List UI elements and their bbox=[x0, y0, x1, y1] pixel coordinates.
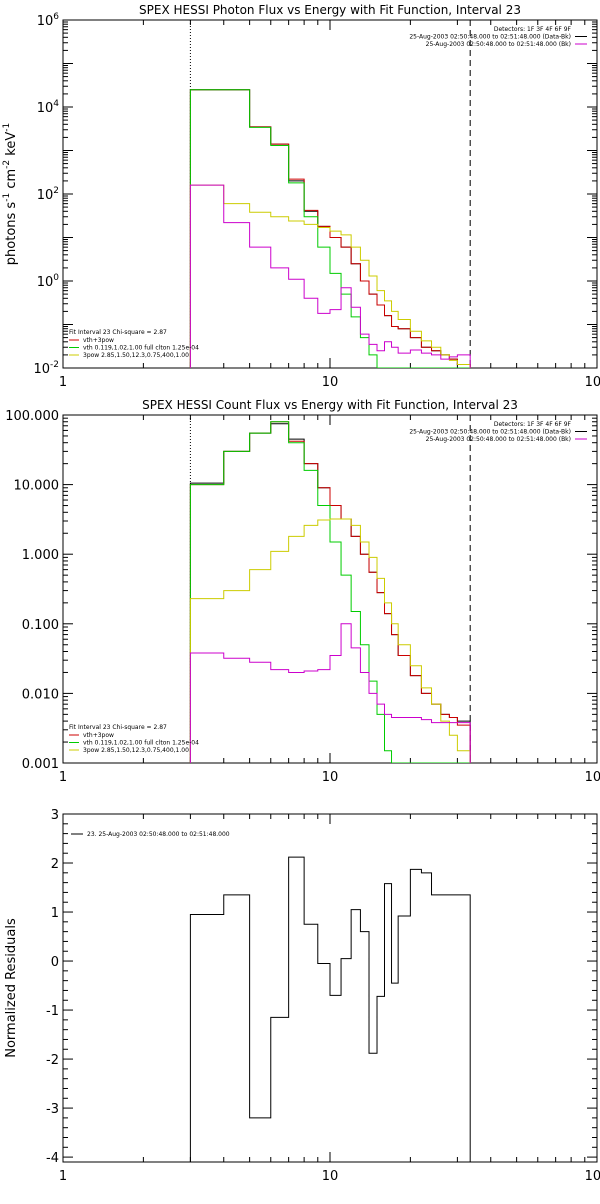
x-tick-label: 1 bbox=[59, 1169, 67, 1184]
x-tick-label: 100 bbox=[585, 375, 600, 390]
y-tick-label: 3 bbox=[51, 808, 59, 823]
series-4-line bbox=[189, 184, 471, 368]
y-tick-label: 2 bbox=[51, 857, 59, 872]
series-5-line bbox=[189, 623, 471, 763]
y-tick-label: -2 bbox=[46, 1053, 59, 1068]
info-text: 25-Aug-2003 02:50:48.000 to 02:51:48.000… bbox=[426, 436, 571, 443]
info-text: Detectors: 1F 3F 4F 6F 9F bbox=[494, 26, 572, 33]
plot-frame bbox=[62, 414, 598, 764]
y-tick-label: 0 bbox=[51, 955, 59, 970]
legend-label: 3pow 2.85,1.50,12.3,0.75,400,1.00 bbox=[83, 352, 189, 359]
series-3-line bbox=[189, 421, 471, 763]
y-tick-label: 102 bbox=[37, 186, 59, 203]
panel-2: SPEX HESSI Count Flux vs Energy with Fit… bbox=[5, 398, 600, 785]
plot-frame bbox=[62, 19, 598, 369]
chart-title: SPEX HESSI Count Flux vs Energy with Fit… bbox=[142, 398, 518, 412]
legend-header: Fit Interval 23 Chi-square = 2.87 bbox=[69, 329, 167, 336]
legend-label: 23. 25-Aug-2003 02:50:48.000 to 02:51:48… bbox=[87, 831, 230, 838]
y-axis-label: photons s-1 cm-2 keV-1 bbox=[2, 123, 19, 265]
info-text: 25-Aug-2003 02:50:48.000 to 02:51:48.000… bbox=[409, 34, 571, 41]
x-tick-label: 1 bbox=[59, 770, 67, 785]
y-tick-label: 100.000 bbox=[5, 409, 59, 424]
x-tick-label: 10 bbox=[322, 375, 339, 390]
x-tick-label: 10 bbox=[322, 770, 339, 785]
y-tick-label: 0.100 bbox=[22, 618, 59, 633]
legend-label: vth 0.119,1.02,1.00 full clton 1.25e-04 bbox=[83, 740, 199, 747]
y-tick-label: -3 bbox=[46, 1102, 59, 1117]
y-tick-label: 1 bbox=[51, 906, 59, 921]
series-group bbox=[189, 421, 471, 763]
y-tick-label: 10-2 bbox=[33, 360, 59, 377]
series-1-line bbox=[189, 423, 471, 763]
series-5-line bbox=[189, 184, 471, 368]
legend-label: vth 0.119,1.02,1.00 full clton 1.25e-04 bbox=[83, 345, 199, 352]
info-text: Detectors: 1F 3F 4F 6F 9F bbox=[494, 421, 572, 428]
info-text: 25-Aug-2003 02:50:48.000 to 02:51:48.000… bbox=[426, 41, 571, 48]
panel-1: SPEX HESSI Photon Flux vs Energy with Fi… bbox=[2, 3, 600, 390]
series-1-line bbox=[189, 856, 471, 1162]
series-2-line bbox=[189, 421, 471, 763]
series-group bbox=[189, 89, 471, 368]
y-tick-label: 0.010 bbox=[22, 687, 59, 702]
series-4-line bbox=[189, 518, 471, 763]
y-tick-label: 1.000 bbox=[22, 548, 59, 563]
panel-3: 1 10 100 -4 -3 -2 -1 0 1 2 3 Normalized Residuals 23… bbox=[4, 808, 600, 1184]
x-tick-label: 1 bbox=[59, 375, 67, 390]
y-axis-label: Normalized Residuals bbox=[4, 918, 19, 1058]
y-tick-label: 106 bbox=[37, 12, 60, 29]
legend-label: 3pow 2.85,1.50,12.3,0.75,400,1.00 bbox=[83, 747, 189, 754]
y-tick-label: 10.000 bbox=[14, 479, 60, 494]
y-tick-label: -4 bbox=[46, 1151, 59, 1166]
x-tick-label: 10 bbox=[322, 1169, 339, 1184]
chart-title: SPEX HESSI Photon Flux vs Energy with Fi… bbox=[139, 3, 521, 17]
y-tick-label: 104 bbox=[37, 99, 60, 116]
info-text: 25-Aug-2003 02:50:48.000 to 02:51:48.000… bbox=[409, 429, 571, 436]
series-group bbox=[189, 856, 471, 1162]
x-tick-label: 100 bbox=[585, 770, 600, 785]
y-tick-label: 0.001 bbox=[22, 757, 59, 772]
legend-label: vth+3pow bbox=[83, 732, 114, 739]
y-tick-label: 100 bbox=[37, 273, 60, 290]
legend-label: vth+3pow bbox=[83, 337, 114, 344]
y-tick-label: -1 bbox=[46, 1004, 59, 1019]
x-tick-label: 100 bbox=[585, 1169, 600, 1184]
legend-header: Fit Interval 23 Chi-square = 2.87 bbox=[69, 724, 167, 731]
